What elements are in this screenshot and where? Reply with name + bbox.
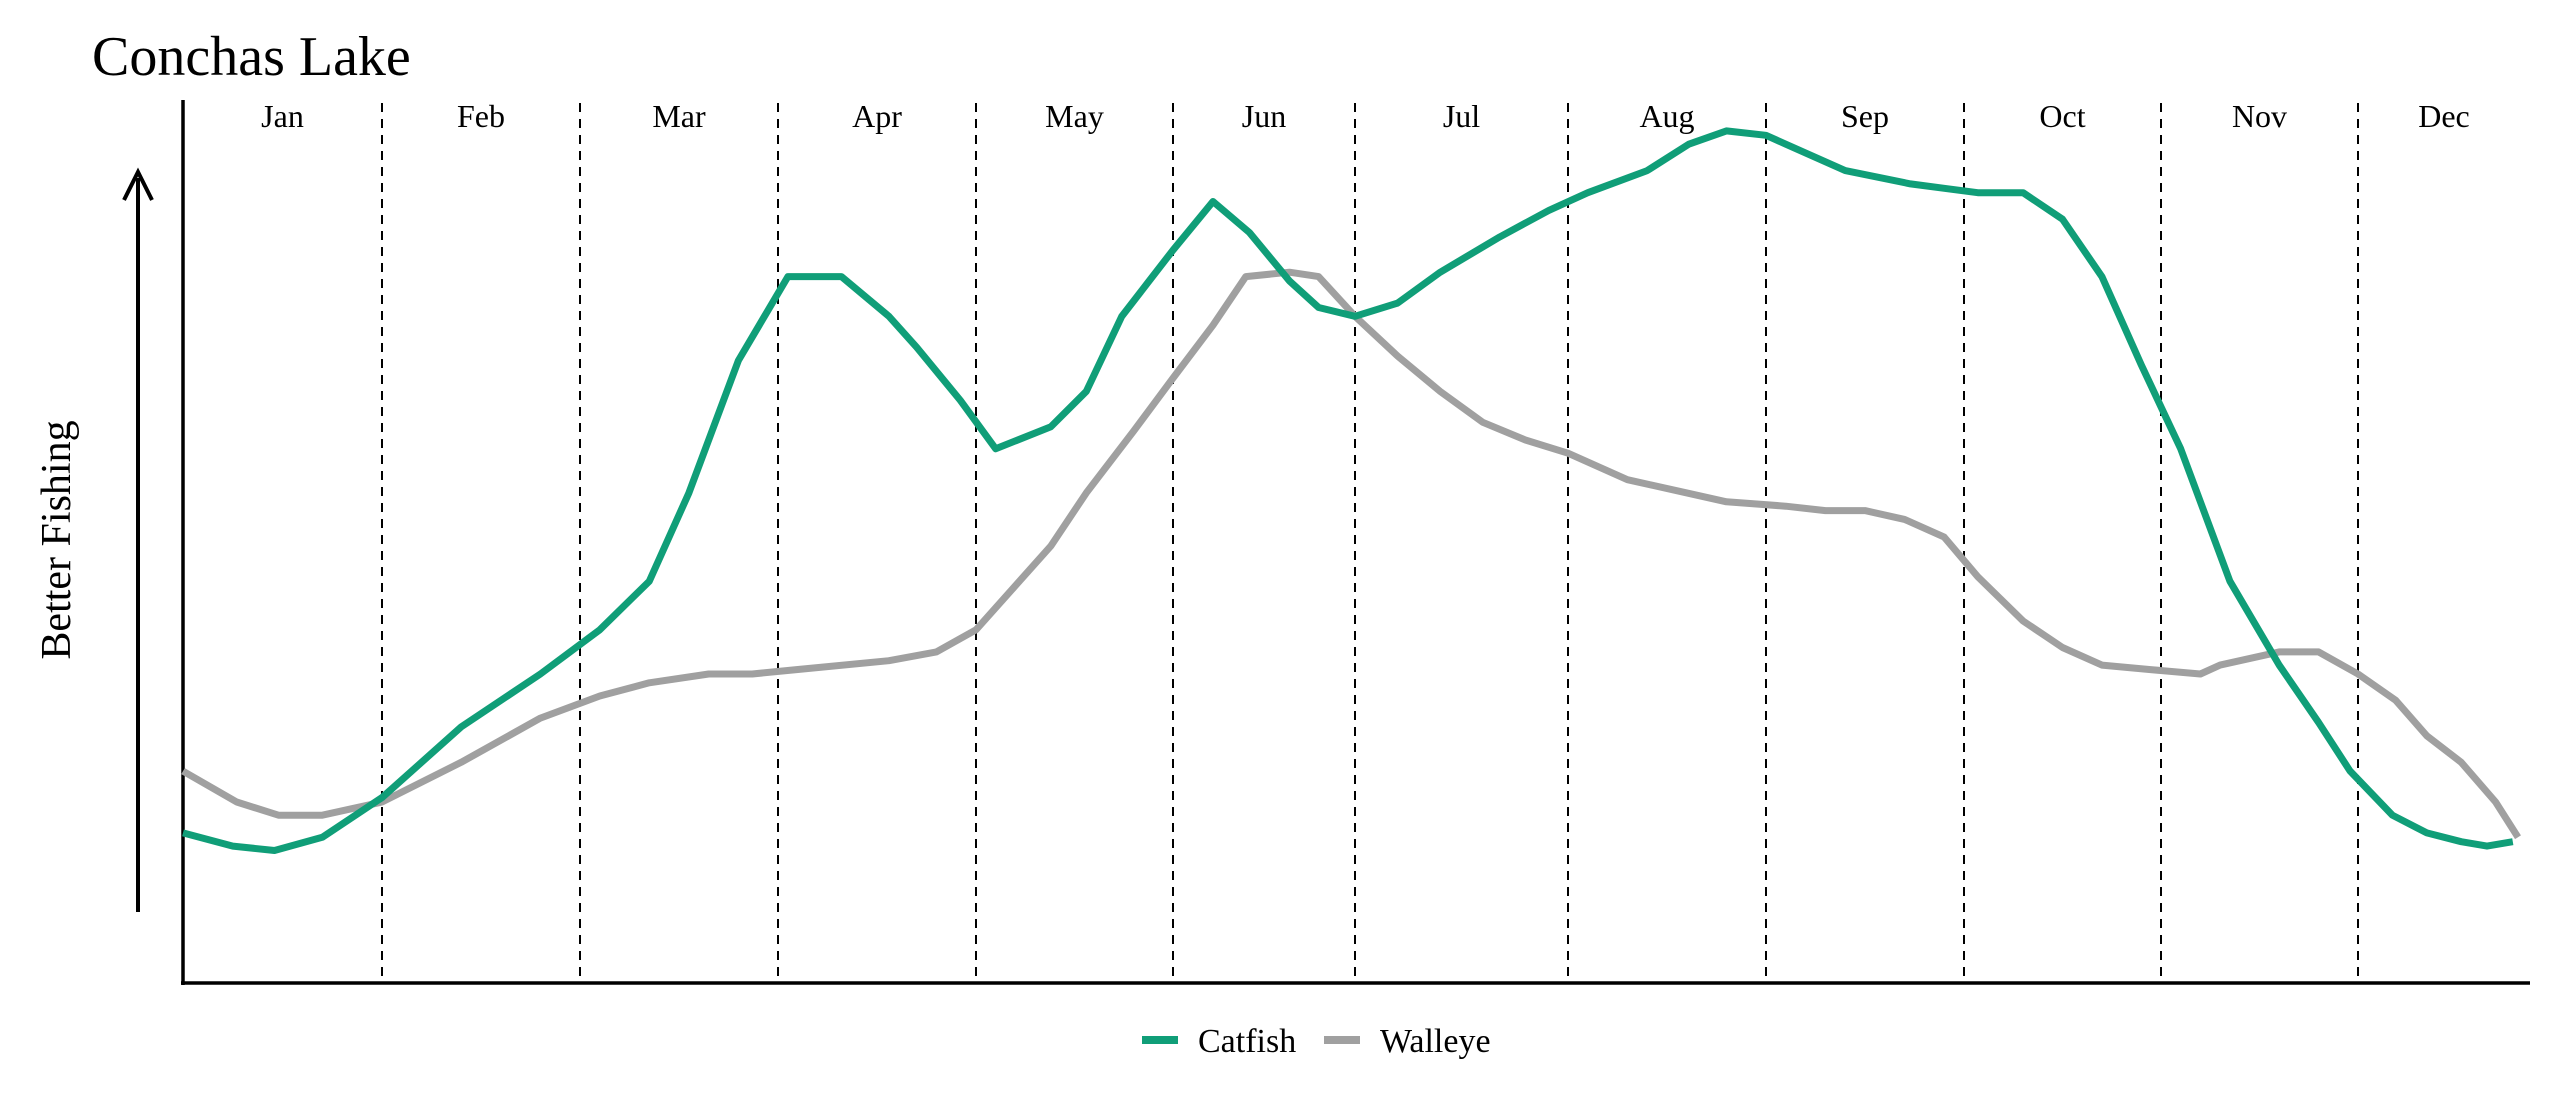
- month-label-dec: Dec: [2418, 98, 2470, 134]
- legend-label-catfish: Catfish: [1198, 1023, 1296, 1060]
- month-label-nov: Nov: [2232, 98, 2287, 134]
- series-line-catfish: [182, 127, 2514, 854]
- month-label-oct: Oct: [2039, 98, 2085, 134]
- month-labels: Jan Feb Mar Apr May Jun Jul Aug Sep Oct Nov Dec: [261, 98, 2470, 134]
- month-label-feb: Feb: [457, 98, 505, 134]
- series-lines: [181, 127, 2521, 854]
- month-label-apr: Apr: [852, 98, 902, 134]
- y-arrow: [122, 167, 154, 912]
- chart-title: Conchas Lake: [92, 26, 411, 88]
- month-label-aug: Aug: [1639, 98, 1694, 134]
- y-arrow-head: [122, 167, 154, 201]
- legend: Catfish Walleye: [1142, 1023, 1491, 1060]
- month-label-jun: Jun: [1242, 98, 1286, 134]
- month-label-mar: Mar: [652, 98, 706, 134]
- y-axis-label: Better Fishing: [34, 420, 80, 659]
- month-label-jan: Jan: [261, 98, 304, 134]
- month-label-may: May: [1045, 98, 1104, 134]
- month-label-jul: Jul: [1443, 98, 1480, 134]
- month-dividers: [381, 103, 2359, 983]
- month-label-sep: Sep: [1841, 98, 1889, 134]
- series-line-walleye: [181, 268, 2521, 840]
- legend-label-walleye: Walleye: [1380, 1023, 1491, 1060]
